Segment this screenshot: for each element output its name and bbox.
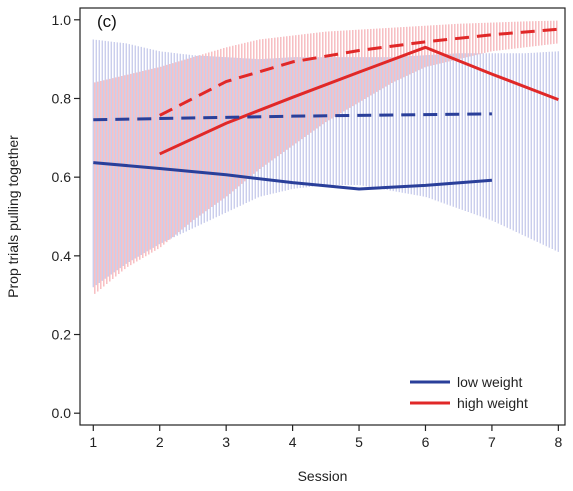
x-tick-label: 5 xyxy=(355,434,363,450)
series-line-series-3-dashed xyxy=(159,27,559,117)
x-tick-label: 3 xyxy=(222,434,230,450)
axis-ticks: 1 2 3 4 5 6 7 8 0.0 0.2 0.4 0.6 0.8 1.0 xyxy=(52,12,563,450)
y-axis-label: Prop trials pulling together xyxy=(5,135,21,298)
series-line-high-weight-solid xyxy=(159,45,559,156)
x-tick-label: 8 xyxy=(554,434,562,450)
x-tick-label: 4 xyxy=(289,434,297,450)
plot-frame xyxy=(79,7,566,426)
y-tick-label: 0.2 xyxy=(52,327,72,343)
legend-label-low-weight: low weight xyxy=(457,374,522,390)
x-tick-label: 7 xyxy=(488,434,496,450)
y-tick-label: 0.4 xyxy=(52,248,72,264)
legend: low weight high weight xyxy=(410,374,528,411)
band-high-weight xyxy=(94,20,558,294)
series-line-low-weight-solid xyxy=(93,161,493,191)
y-tick-label: 0.0 xyxy=(52,405,72,421)
x-tick-label: 2 xyxy=(156,434,164,450)
series-lines xyxy=(93,27,559,191)
y-tick-label: 1.0 xyxy=(52,12,72,28)
x-tick-label: 1 xyxy=(89,434,97,450)
x-axis-label: Session xyxy=(298,468,348,484)
panel-label: (c) xyxy=(97,12,117,31)
confidence-bands xyxy=(92,20,559,294)
x-tick-label: 6 xyxy=(422,434,430,450)
series-line-series-2-dashed xyxy=(93,112,492,122)
y-tick-label: 0.6 xyxy=(52,169,72,185)
legend-label-high-weight: high weight xyxy=(457,395,528,411)
y-tick-label: 0.8 xyxy=(52,90,72,106)
